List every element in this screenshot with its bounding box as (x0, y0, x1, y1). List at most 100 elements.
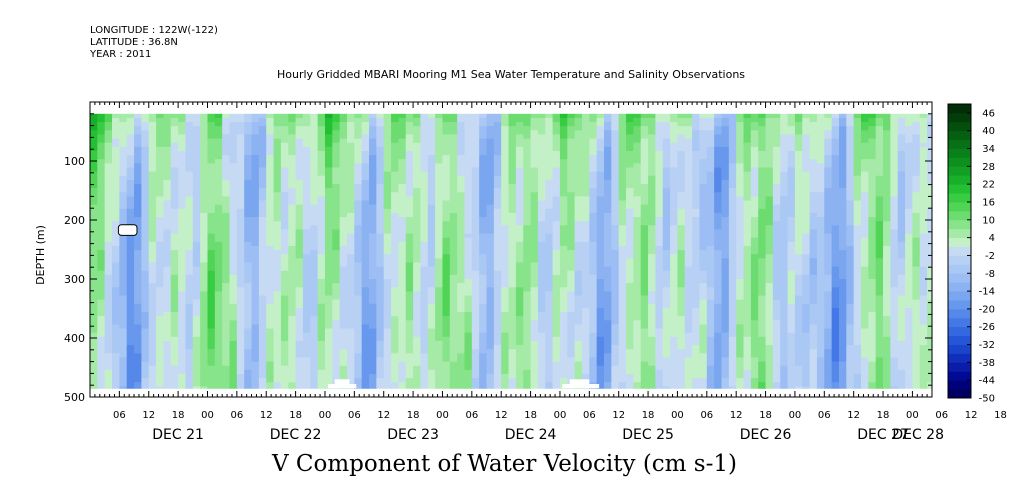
heatmap-cell (178, 353, 187, 359)
heatmap-cell (90, 303, 98, 309)
heatmap-cell (618, 130, 627, 136)
heatmap-cell (537, 274, 546, 280)
heatmap-cell (508, 122, 517, 127)
heatmap-cell (324, 245, 333, 251)
heatmap-cell (273, 217, 282, 222)
heatmap-cell (611, 324, 620, 330)
heatmap-cell (545, 328, 554, 334)
heatmap-cell (618, 184, 627, 189)
heatmap-cell (170, 386, 179, 389)
heatmap-cell (258, 254, 267, 259)
heatmap-cell (567, 179, 576, 185)
heatmap-cell (170, 357, 179, 363)
heatmap-cell (347, 192, 355, 197)
heatmap-cell (479, 258, 488, 264)
heatmap-cell (398, 332, 407, 338)
heatmap-cell (134, 241, 142, 247)
heatmap-cell (369, 204, 377, 210)
heatmap-cell (530, 303, 539, 309)
heatmap-cell (251, 382, 260, 387)
heatmap-cell (464, 138, 473, 144)
heatmap-cell (501, 262, 510, 268)
heatmap-cell (589, 250, 598, 255)
heatmap-cell (288, 369, 297, 375)
heatmap-cell (626, 287, 634, 292)
heatmap-cell (391, 245, 399, 251)
heatmap-cell (369, 262, 377, 268)
heatmap-cell (537, 250, 546, 255)
heatmap-cell (214, 361, 223, 367)
heatmap-cell (398, 336, 407, 342)
heatmap-cell (207, 287, 216, 292)
heatmap-cell (596, 312, 605, 317)
heatmap-cell (317, 237, 326, 243)
heatmap-cell (347, 279, 355, 284)
heatmap-cell (214, 378, 223, 383)
heatmap-cell (581, 167, 590, 173)
heatmap-cell (530, 225, 539, 231)
heatmap-cell (523, 373, 532, 379)
heatmap-cell (405, 167, 414, 173)
heatmap-cell (134, 163, 142, 169)
heatmap-cell (112, 357, 120, 363)
heatmap-cell (523, 312, 532, 317)
heatmap-cell (310, 130, 319, 136)
heatmap-cell (317, 353, 326, 359)
heatmap-cell (523, 204, 532, 210)
heatmap-cell (581, 212, 590, 218)
heatmap-cell (126, 233, 135, 239)
heatmap-cell (545, 233, 554, 239)
heatmap-cell (567, 320, 576, 326)
heatmap-cell (324, 126, 333, 131)
heatmap-cell (104, 299, 113, 305)
heatmap-cell (354, 200, 363, 206)
heatmap-cell (442, 270, 451, 276)
heatmap-cell (273, 167, 282, 173)
heatmap-cell (339, 237, 348, 243)
heatmap-cell (354, 212, 363, 218)
heatmap-cell (258, 316, 267, 321)
heatmap-cell (537, 155, 546, 160)
heatmap-cell (618, 113, 627, 119)
heatmap-cell (310, 138, 319, 144)
heatmap-cell (280, 192, 289, 197)
heatmap-cell (449, 303, 458, 309)
heatmap-cell (457, 138, 466, 144)
heatmap-cell (552, 146, 561, 152)
heatmap-cell (163, 361, 172, 367)
heatmap-cell (222, 138, 231, 144)
heatmap-cell (618, 266, 627, 272)
heatmap-cell (413, 208, 422, 214)
heatmap-cell (207, 245, 216, 251)
heatmap-cell (486, 332, 495, 338)
heatmap-cell (97, 307, 106, 313)
heatmap-cell (354, 155, 363, 160)
heatmap-cell (427, 320, 436, 326)
heatmap-cell (435, 262, 444, 268)
heatmap-cell (471, 279, 480, 284)
heatmap-cell (251, 349, 260, 354)
heatmap-cell (112, 345, 120, 350)
heatmap-cell (361, 233, 370, 239)
heatmap-cell (332, 369, 341, 375)
heatmap-cell (163, 159, 172, 164)
heatmap-cell (317, 361, 326, 367)
heatmap-cell (618, 295, 627, 301)
heatmap-cell (449, 369, 458, 375)
heatmap-cell (493, 345, 502, 350)
heatmap-cell (134, 217, 142, 222)
heatmap-cell (515, 266, 524, 272)
heatmap-cell (244, 179, 253, 185)
heatmap-cell (574, 221, 583, 226)
heatmap-cell (413, 225, 422, 231)
heatmap-cell (633, 142, 642, 148)
heatmap-cell (405, 134, 414, 140)
heatmap-cell (391, 270, 399, 276)
heatmap-cell (90, 266, 98, 272)
heatmap-cell (376, 146, 385, 152)
heatmap-cell (435, 188, 444, 193)
heatmap-cell (457, 142, 466, 148)
heatmap-cell (112, 295, 120, 301)
heatmap-cell (501, 365, 510, 371)
heatmap-cell (442, 204, 451, 210)
